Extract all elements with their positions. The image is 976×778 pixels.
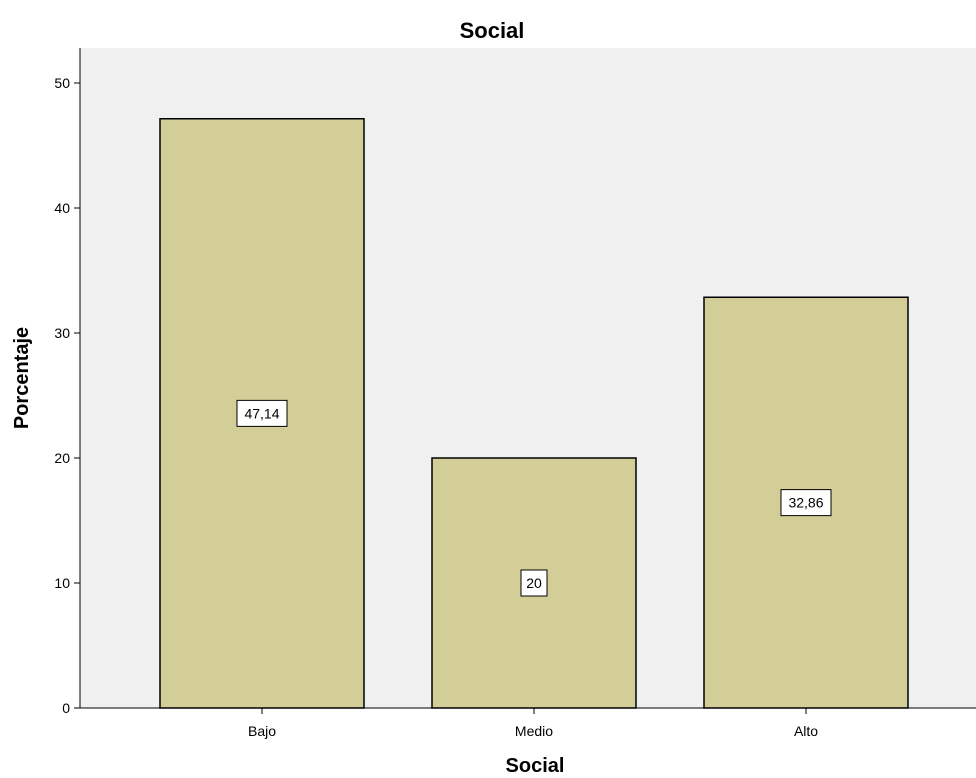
y-tick-label: 10	[54, 575, 70, 591]
data-label-box	[520, 569, 548, 597]
x-tick-label: Bajo	[248, 723, 276, 739]
data-label-box	[236, 399, 288, 427]
y-axis-label: Porcentaje	[11, 327, 33, 429]
bars-group: 47,14 20 32,86	[159, 118, 909, 709]
chart-title: Social	[460, 18, 525, 43]
y-tick-label: 40	[54, 200, 70, 216]
y-ticks-group: 0 10 20 30 40 50	[54, 75, 80, 716]
y-tick-label: 20	[54, 450, 70, 466]
data-label: 32,86	[788, 495, 823, 511]
x-tick-label: Alto	[794, 723, 818, 739]
x-ticks-group: Bajo Medio Alto	[248, 708, 818, 739]
y-tick-label: 30	[54, 325, 70, 341]
data-label: 47,14	[244, 405, 279, 421]
x-axis-label: Social	[506, 755, 565, 777]
y-tick-label: 50	[54, 75, 70, 91]
y-tick-label: 0	[62, 700, 70, 716]
data-label-box	[780, 489, 832, 517]
data-label: 20	[526, 575, 542, 591]
x-tick-label: Medio	[515, 723, 553, 739]
